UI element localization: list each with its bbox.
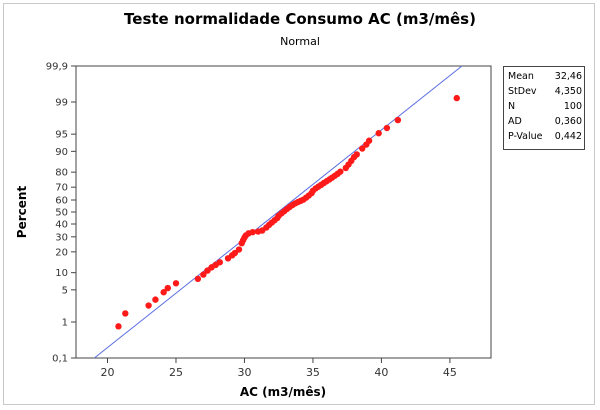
- y-tick-label: 0,1: [52, 354, 68, 365]
- data-point: [200, 271, 207, 278]
- y-tick-label: 90: [55, 147, 68, 158]
- data-point: [383, 124, 391, 132]
- y-tick-label: 20: [55, 247, 68, 258]
- data-point: [453, 94, 460, 102]
- stat-label: StDev: [508, 86, 537, 97]
- y-tick-label: 30: [55, 232, 68, 243]
- y-tick-label: 80: [55, 168, 68, 179]
- stat-value: 100: [563, 101, 582, 112]
- stat-row-stdev: StDev 4,350: [508, 85, 582, 99]
- y-tick-label: 70: [55, 183, 68, 194]
- data-point: [194, 275, 202, 283]
- x-tick-label: 20: [101, 366, 115, 379]
- stat-row-mean: Mean 32,46: [508, 70, 582, 84]
- stat-row-p-value: P-Value 0,442: [508, 130, 582, 144]
- y-tick-label: 5: [62, 285, 68, 296]
- y-tick-label: 99,9: [46, 62, 68, 73]
- data-point: [164, 284, 171, 292]
- data-point: [115, 323, 122, 330]
- y-tick-label: 60: [55, 196, 68, 207]
- data-point: [337, 168, 344, 175]
- stat-row-ad: AD 0,360: [508, 115, 582, 129]
- data-point: [359, 145, 366, 152]
- stat-row-n: N 100: [508, 100, 582, 114]
- data-point: [145, 302, 152, 309]
- stat-value: 4,350: [554, 86, 582, 97]
- data-point: [216, 259, 224, 266]
- data-point: [235, 246, 243, 253]
- x-tick-label: 35: [306, 366, 320, 379]
- y-tick-label: 95: [55, 130, 68, 141]
- data-point: [249, 228, 256, 236]
- stat-label: P-Value: [508, 131, 543, 142]
- stat-label: N: [508, 101, 516, 112]
- data-point: [353, 151, 360, 158]
- y-tick-label: 1: [62, 318, 68, 329]
- x-tick-label: 25: [169, 366, 183, 379]
- stat-label: Mean: [508, 71, 534, 82]
- data-point: [172, 280, 180, 287]
- y-tick-label: 40: [55, 219, 68, 230]
- stats-box: Mean 32,46 StDev 4,350 N 100 AD 0,360 P-…: [503, 66, 585, 150]
- y-tick-label: 99: [55, 97, 68, 108]
- fit-line: [94, 66, 463, 358]
- data-point: [365, 137, 373, 144]
- data-point: [160, 289, 167, 296]
- y-axis-label: Percent: [15, 186, 29, 239]
- chart-subtitle: Normal: [280, 35, 320, 48]
- stat-value: 0,442: [554, 131, 582, 142]
- x-tick-label: 30: [237, 366, 251, 379]
- y-tick-label: 50: [55, 208, 68, 219]
- stat-value: 0,360: [554, 116, 582, 127]
- stat-value: 32,46: [554, 71, 582, 82]
- chart-title: Teste normalidade Consumo AC (m3/mês): [124, 10, 476, 28]
- x-tick-label: 40: [374, 366, 388, 379]
- data-point: [122, 310, 129, 317]
- x-axis-label: AC (m3/mês): [240, 385, 326, 399]
- data-point: [394, 116, 402, 124]
- y-tick-label: 10: [55, 268, 68, 279]
- x-tick-label: 45: [443, 366, 457, 379]
- data-point: [152, 296, 159, 303]
- stat-label: AD: [508, 116, 522, 127]
- data-point: [375, 130, 382, 137]
